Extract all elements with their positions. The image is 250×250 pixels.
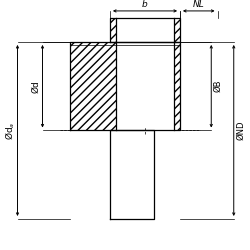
Polygon shape [116,18,174,130]
Text: NL: NL [193,0,204,8]
Text: Ød: Ød [32,80,41,92]
Polygon shape [70,42,180,130]
Text: Ød$_a$: Ød$_a$ [4,121,17,140]
Text: ØB: ØB [214,80,223,92]
Text: b: b [142,0,148,8]
Polygon shape [110,18,180,42]
Text: ØND: ØND [237,121,246,140]
Polygon shape [110,130,154,219]
